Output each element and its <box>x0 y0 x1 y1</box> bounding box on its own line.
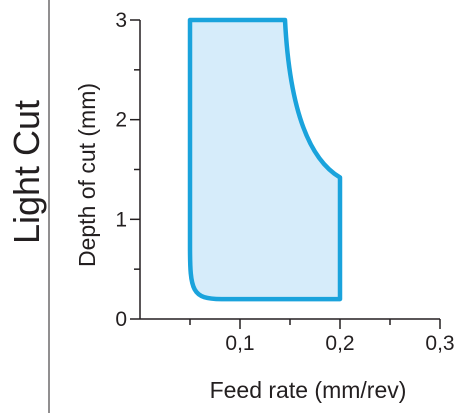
y-tick-label: 1 <box>115 208 127 231</box>
y-axis-label: Depth of cut (mm) <box>74 83 100 267</box>
y-tick-label: 3 <box>115 9 127 32</box>
y-tick-label: 2 <box>115 109 127 132</box>
ticks: 0,1 0,2 0,3 0 1 2 3 <box>115 9 454 355</box>
x-tick-label: 0,2 <box>325 332 354 355</box>
x-axis-label: Feed rate (mm/rev) <box>210 377 407 403</box>
feasible-region <box>187 17 343 302</box>
y-tick-label: 0 <box>115 308 127 331</box>
x-tick-label: 0,3 <box>425 332 454 355</box>
side-label: Light Cut <box>6 100 47 244</box>
x-tick-label: 0,1 <box>225 332 254 355</box>
